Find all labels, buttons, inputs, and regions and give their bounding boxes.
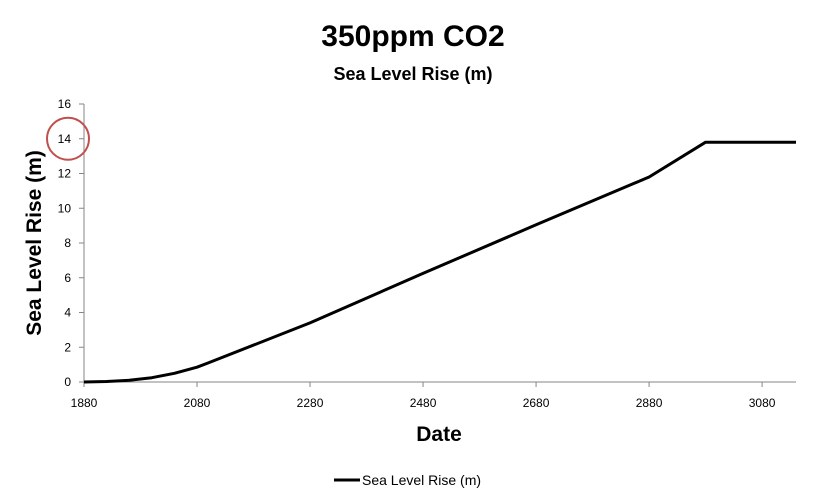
x-tick-label: 2880 xyxy=(636,396,663,410)
y-tick-label: 0 xyxy=(64,375,71,389)
y-tick-label: 2 xyxy=(64,340,71,354)
y-ticks: 0 2 4 6 8 10 12 14 16 xyxy=(58,97,84,389)
x-tick-label: 2480 xyxy=(410,396,437,410)
y-tick-label: 12 xyxy=(58,167,72,181)
series-layer xyxy=(83,140,796,384)
y-tick-label: 6 xyxy=(64,271,71,285)
plot-area: 0 2 4 6 8 10 12 14 16 1880 2080 2280 2480 2680 2880 30… xyxy=(46,97,796,410)
x-tick-label: 2680 xyxy=(523,396,550,410)
chart-title: 350ppm CO2 xyxy=(321,20,504,53)
legend-label: Sea Level Rise (m) xyxy=(362,472,481,488)
y-tick-label: 4 xyxy=(64,306,71,320)
y-tick-label: 14 xyxy=(58,132,72,146)
highlight-circle xyxy=(46,116,90,161)
series-line xyxy=(83,140,796,384)
x-axis-title: Date xyxy=(416,423,462,446)
y-tick-label: 10 xyxy=(58,201,72,215)
x-tick-label: 1880 xyxy=(71,396,98,410)
y-tick-label: 8 xyxy=(64,236,71,250)
x-tick-label: 2280 xyxy=(297,396,324,410)
x-ticks: 1880 2080 2280 2480 2680 2880 3080 xyxy=(71,382,776,410)
x-tick-label: 2080 xyxy=(184,396,211,410)
y-tick-label: 16 xyxy=(58,97,72,111)
y-axis-title: Sea Level Rise (m) xyxy=(23,150,46,336)
x-tick-label: 3080 xyxy=(749,396,776,410)
legend: Sea Level Rise (m) xyxy=(334,472,481,488)
chart-subtitle: Sea Level Rise (m) xyxy=(333,64,492,84)
